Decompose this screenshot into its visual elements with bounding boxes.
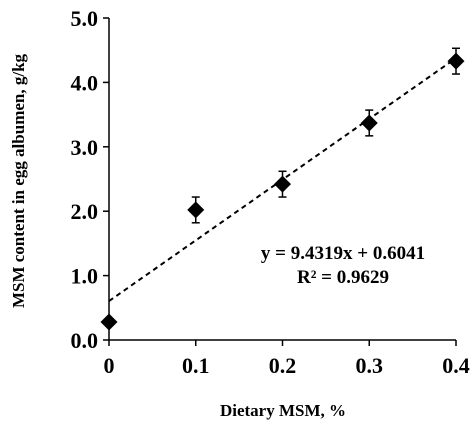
y-tick-label: 0.0 (71, 328, 99, 353)
ticks: 0.0 1.0 2.0 3.0 4.0 5.0 0 0.1 0.2 0.3 0.4 (71, 6, 470, 378)
y-axis-label: MSM content in egg albumen, g/kg (9, 53, 28, 308)
x-tick-label: 0 (104, 353, 115, 378)
data-point-diamond (187, 201, 205, 219)
data-points (100, 52, 465, 331)
y-tick-label: 2.0 (71, 199, 99, 224)
data-point-diamond (447, 52, 465, 70)
y-tick-label: 3.0 (71, 135, 99, 160)
data-point-diamond (100, 313, 118, 331)
y-tick-label: 4.0 (71, 70, 99, 95)
x-tick-label: 0.2 (269, 353, 297, 378)
x-tick-label: 0.3 (356, 353, 384, 378)
data-point-diamond (360, 114, 378, 132)
y-tick-label: 1.0 (71, 264, 99, 289)
y-tick-label: 5.0 (71, 6, 99, 31)
data-point-diamond (274, 175, 291, 193)
equation-annotation: y = 9.4319x + 0.6041 (261, 243, 425, 264)
x-tick-label: 0.4 (442, 353, 470, 378)
x-tick-label: 0.1 (182, 353, 210, 378)
r-squared-annotation: R² = 0.9629 (297, 267, 389, 288)
x-axis-label: Dietary MSM, % (220, 401, 346, 420)
